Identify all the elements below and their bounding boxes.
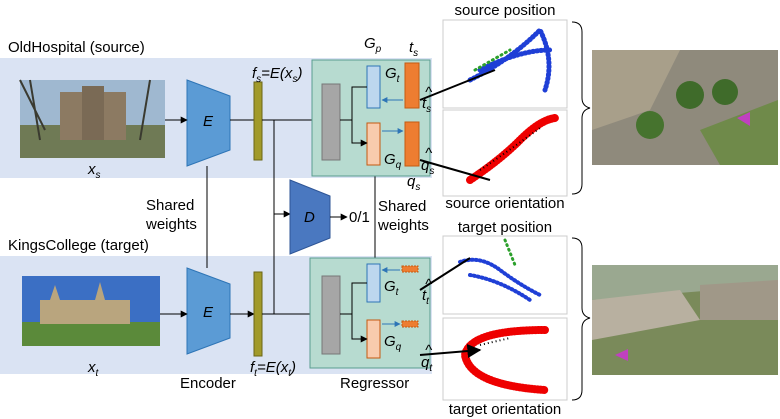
shared-weights: Shared: [378, 198, 426, 215]
position-output: [402, 266, 418, 272]
hidden-layer: [322, 84, 340, 160]
brace: [572, 238, 590, 400]
shared-weights: Shared: [146, 197, 194, 214]
orientation-output: [405, 122, 419, 166]
diagram: OldHospital (source) KingsCollege (targe…: [0, 0, 780, 419]
orientation-output: [402, 321, 418, 327]
target-aerial: [592, 265, 778, 375]
position-output: [405, 63, 419, 108]
target-domain: KingsCollege (target): [8, 237, 149, 254]
target-photo: [22, 276, 160, 346]
plot-title: source position: [455, 2, 556, 19]
shared-weights: weights: [377, 217, 429, 234]
regressor-label: Regressor: [340, 375, 409, 392]
plot-title: source orientation: [445, 195, 564, 212]
shared-weights: weights: [145, 216, 197, 233]
discriminator-symbol: D: [304, 209, 315, 226]
encoder-symbol: E: [203, 304, 214, 321]
position-head: [367, 264, 380, 302]
encoder-symbol: E: [203, 113, 214, 130]
source-photo: [20, 80, 165, 158]
source-aerial: [592, 50, 778, 165]
discriminator-output: 0/1: [349, 209, 370, 226]
source-feature-bar: [254, 82, 262, 160]
plot-title: target position: [458, 219, 552, 236]
plot-title: target orientation: [449, 401, 562, 418]
regressor-group: Gp: [364, 35, 382, 55]
encoder-label: Encoder: [180, 375, 236, 392]
orientation-head: [367, 123, 380, 165]
orientation-head: [367, 320, 380, 358]
hidden-layer: [322, 276, 340, 354]
position-head: [367, 66, 380, 108]
target-feature-bar: [254, 272, 262, 356]
brace: [572, 22, 590, 194]
source-t: ts: [409, 39, 418, 59]
source-domain: OldHospital (source): [8, 39, 145, 56]
